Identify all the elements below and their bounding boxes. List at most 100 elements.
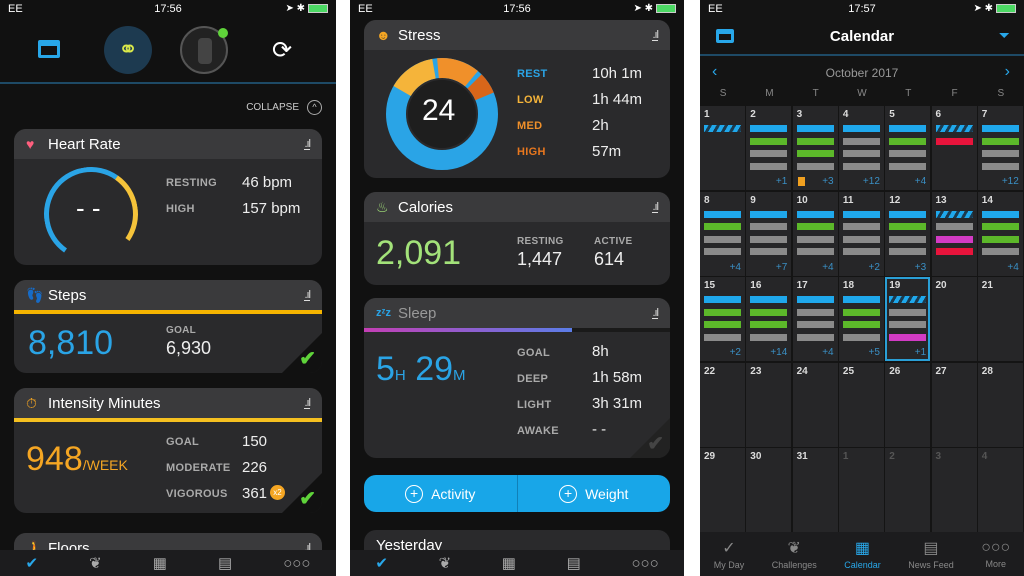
next-month-button[interactable]: ›: [1004, 63, 1010, 80]
more-events-count[interactable]: +1: [914, 347, 927, 358]
event-bar[interactable]: [796, 308, 834, 316]
calendar-day[interactable]: 1: [838, 448, 884, 532]
event-bar[interactable]: [704, 125, 741, 132]
collapse-button[interactable]: COLLAPSE ^: [246, 100, 322, 115]
calendar-day[interactable]: 24: [792, 362, 838, 447]
inbox-icon[interactable]: [716, 29, 734, 43]
tab-challenges[interactable]: ❦ Challenges: [772, 538, 817, 570]
event-bar[interactable]: [981, 125, 1019, 132]
more-events-count[interactable]: +12: [862, 176, 880, 187]
filter-icon[interactable]: ⏷: [998, 27, 1010, 43]
event-bar[interactable]: [704, 296, 741, 303]
more-events-count[interactable]: +2: [729, 347, 741, 358]
event-bar[interactable]: [889, 248, 927, 255]
more-events-count[interactable]: +4: [822, 261, 834, 273]
event-bar[interactable]: [796, 137, 834, 145]
event-bar[interactable]: [842, 321, 880, 328]
calendar-day[interactable]: 6: [931, 106, 977, 190]
calendar-day[interactable]: 3 +3: [792, 106, 838, 190]
add-weight-button[interactable]: + Weight: [518, 475, 671, 512]
chart-icon[interactable]: .ıl: [652, 200, 659, 213]
calendar-day[interactable]: 19 +1: [885, 277, 931, 361]
event-bar[interactable]: [750, 333, 788, 341]
calendar-day[interactable]: 1: [700, 106, 745, 190]
tab-news-feed[interactable]: ▤: [566, 555, 581, 572]
calendar-day[interactable]: 21: [977, 277, 1023, 361]
event-bar[interactable]: [704, 210, 741, 218]
more-events-count[interactable]: +1: [775, 176, 788, 187]
event-bar[interactable]: [842, 308, 880, 316]
tab-more[interactable]: ○○○: [631, 554, 659, 572]
event-bar[interactable]: [981, 248, 1019, 255]
event-bar[interactable]: [842, 125, 880, 132]
event-bar[interactable]: [981, 235, 1019, 243]
sleep-card[interactable]: zᶻz Sleep .ıl 5H 29M GOAL 8h DEEP 1h 58m L…: [364, 298, 670, 458]
tab-calendar[interactable]: ▦: [152, 555, 167, 572]
more-events-count[interactable]: +14: [770, 347, 788, 358]
calendar-day[interactable]: 14 +4: [977, 191, 1023, 276]
calendar-day[interactable]: 12 +3: [885, 191, 931, 276]
calendar-day[interactable]: 7 +12: [977, 106, 1023, 190]
event-bar[interactable]: [796, 162, 834, 170]
event-bar[interactable]: [796, 235, 834, 243]
event-bar[interactable]: [981, 137, 1019, 145]
calendar-day[interactable]: 4 +12: [838, 106, 884, 190]
rings-icon[interactable]: ⚭: [104, 26, 152, 74]
calendar-day[interactable]: 23: [746, 362, 792, 447]
calendar-day[interactable]: 9 +7: [746, 191, 792, 276]
chart-icon[interactable]: .ıl: [304, 137, 311, 150]
event-bar[interactable]: [889, 308, 927, 316]
calendar-day[interactable]: 11 +2: [838, 191, 884, 276]
event-bar[interactable]: [750, 210, 788, 218]
event-bar[interactable]: [889, 150, 927, 157]
tab-challenges[interactable]: ❦: [89, 555, 102, 572]
calendar-day[interactable]: 26: [885, 362, 931, 447]
intensity-minutes-card[interactable]: ⏱ Intensity Minutes .ıl 948/WEEK GOAL 150 …: [14, 388, 322, 513]
more-events-count[interactable]: +4: [1007, 261, 1019, 273]
event-bar[interactable]: [704, 223, 741, 230]
event-bar[interactable]: [704, 321, 741, 328]
event-bar[interactable]: [842, 248, 880, 255]
event-bar[interactable]: [750, 125, 788, 132]
calendar-day[interactable]: 2: [885, 448, 931, 532]
event-bar[interactable]: [796, 296, 834, 303]
event-bar[interactable]: [796, 210, 834, 218]
event-bar[interactable]: [750, 321, 788, 328]
calendar-day[interactable]: 29: [700, 448, 745, 532]
calendar-day[interactable]: 10 +4: [792, 191, 838, 276]
event-bar[interactable]: [935, 248, 973, 255]
device-icon[interactable]: [180, 26, 228, 74]
calendar-day[interactable]: 27: [931, 362, 977, 447]
event-bar[interactable]: [889, 235, 927, 243]
event-bar[interactable]: [750, 308, 788, 316]
more-events-count[interactable]: +2: [868, 261, 880, 273]
event-bar[interactable]: [889, 321, 927, 328]
event-bar[interactable]: [981, 150, 1019, 157]
event-bar[interactable]: [796, 125, 834, 132]
event-bar[interactable]: [704, 333, 741, 341]
calendar-day[interactable]: 31: [792, 448, 838, 532]
calories-card[interactable]: ♨ Calories .ıl 2,091 RESTING 1,447 ACTIVE …: [364, 192, 670, 285]
calendar-day[interactable]: 8 +4: [700, 191, 745, 276]
event-bar[interactable]: [842, 235, 880, 243]
calendar-day[interactable]: 5 +4: [885, 106, 931, 190]
event-bar[interactable]: [842, 137, 880, 145]
event-bar[interactable]: [889, 125, 927, 132]
event-bar[interactable]: [750, 248, 788, 255]
inbox-icon[interactable]: [38, 40, 60, 58]
steps-card[interactable]: 👣 Steps .ıl 8,810 GOAL 6,930 ✔: [14, 280, 322, 373]
tab-calendar[interactable]: ▦: [501, 555, 516, 572]
event-bar[interactable]: [796, 248, 834, 255]
chart-icon[interactable]: .ıl: [652, 28, 659, 41]
event-bar[interactable]: [935, 235, 973, 243]
more-events-count[interactable]: +4: [729, 261, 741, 273]
chart-icon[interactable]: .ıl: [304, 288, 311, 301]
event-bar[interactable]: [796, 333, 834, 341]
prev-month-button[interactable]: ‹: [712, 63, 718, 80]
tab-news-feed[interactable]: ▤ News Feed: [908, 538, 954, 570]
calendar-day[interactable]: 13: [931, 191, 977, 276]
event-bar[interactable]: [842, 210, 880, 218]
calendar-day[interactable]: 22: [700, 362, 745, 447]
event-bar[interactable]: [935, 137, 973, 145]
event-bar[interactable]: [750, 296, 788, 303]
